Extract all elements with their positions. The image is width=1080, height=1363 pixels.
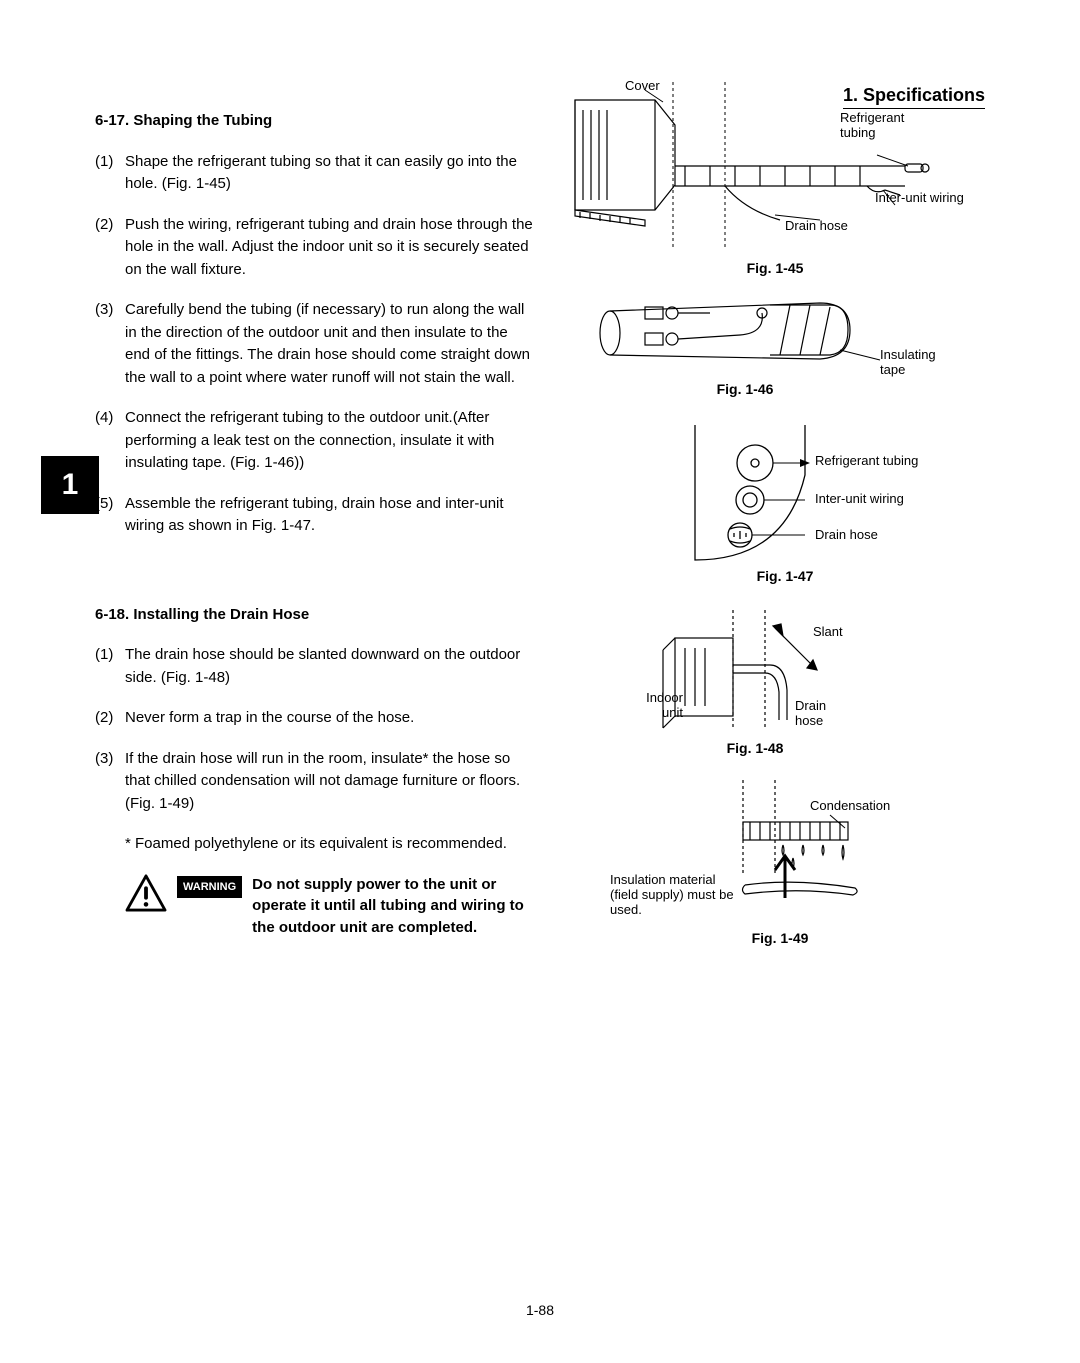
fig-caption: Fig. 1-46	[530, 381, 960, 397]
subhead-617: 6-17. Shaping the Tubing	[95, 110, 535, 133]
figure-1-47: Refrigerant tubing Inter-unit wiring Dra…	[645, 425, 965, 584]
warning-icon	[125, 874, 167, 912]
fig-1-47-svg	[645, 425, 965, 565]
list-item: (1) Shape the refrigerant tubing so that…	[95, 151, 535, 196]
list-text: Never form a trap in the course of the h…	[125, 707, 535, 730]
list-num: (2)	[95, 214, 125, 282]
fig-1-45-svg	[565, 80, 985, 255]
label-drain: Drain hose	[815, 527, 878, 542]
label-cover: Cover	[625, 78, 660, 93]
label-insul: Insulation material (field supply) must …	[610, 872, 740, 917]
list-item: (2) Never form a trap in the course of t…	[95, 707, 535, 730]
label-cond: Condensation	[810, 798, 890, 813]
label-inter: Inter-unit wiring	[875, 190, 965, 205]
list-item: (3) If the drain hose will run in the ro…	[95, 748, 535, 816]
footnote: * Foamed polyethylene or its equivalent …	[125, 833, 535, 856]
list-item: (2) Push the wiring, refrigerant tubing …	[95, 214, 535, 282]
list-text: Push the wiring, refrigerant tubing and …	[125, 214, 535, 282]
left-column: 6-17. Shaping the Tubing (1) Shape the r…	[95, 80, 535, 939]
list-num: (1)	[95, 644, 125, 689]
label-refrig: Refrigerant tubing	[840, 110, 930, 140]
list-num: (1)	[95, 151, 125, 196]
list-item: (5) Assemble the refrigerant tubing, dra…	[95, 493, 535, 538]
warning-block: WARNING Do not supply power to the unit …	[125, 874, 535, 939]
list-item: (3) Carefully bend the tubing (if necess…	[95, 299, 535, 389]
list-num: (4)	[95, 407, 125, 475]
list-num: (5)	[95, 493, 125, 538]
label-drain: Drain hose	[795, 698, 845, 728]
list-item: (1) The drain hose should be slanted dow…	[95, 644, 535, 689]
label-refrig: Refrigerant tubing	[815, 453, 918, 468]
list-num: (3)	[95, 748, 125, 816]
fig-caption: Fig. 1-49	[625, 930, 935, 946]
list-num: (2)	[95, 707, 125, 730]
fig-caption: Fig. 1-48	[575, 740, 935, 756]
right-column: Cover Refrigerant tubing Inter-unit wiri…	[565, 80, 985, 939]
list-text: Carefully bend the tubing (if necessary)…	[125, 299, 535, 389]
figure-1-48: Slant Indoor unit Drain hose Fig. 1-48	[635, 610, 935, 756]
label-tape: Insulating tape	[880, 347, 960, 377]
side-tab: 1	[41, 456, 99, 514]
list-text: Shape the refrigerant tubing so that it …	[125, 151, 535, 196]
fig-caption: Fig. 1-45	[565, 260, 985, 276]
label-inter: Inter-unit wiring	[815, 491, 904, 506]
list-text: The drain hose should be slanted downwar…	[125, 644, 535, 689]
list-text: Connect the refrigerant tubing to the ou…	[125, 407, 535, 475]
content-area: 6-17. Shaping the Tubing (1) Shape the r…	[95, 80, 985, 939]
list-text: Assemble the refrigerant tubing, drain h…	[125, 493, 535, 538]
list-num: (3)	[95, 299, 125, 389]
page: 1. Specifications 1 6-17. Shaping the Tu…	[0, 0, 1080, 1363]
figure-1-45: Cover Refrigerant tubing Inter-unit wiri…	[565, 80, 985, 276]
page-number: 1-88	[0, 1302, 1080, 1318]
label-indoor: Indoor unit	[635, 690, 683, 720]
label-drain: Drain hose	[785, 218, 848, 233]
list-item: (4) Connect the refrigerant tubing to th…	[95, 407, 535, 475]
label-slant: Slant	[813, 624, 843, 639]
fig-caption: Fig. 1-47	[605, 568, 965, 584]
figure-1-46: Insulating tape Fig. 1-46	[590, 295, 960, 397]
list-text: If the drain hose will run in the room, …	[125, 748, 535, 816]
warning-text: Do not supply power to the unit or opera…	[252, 874, 535, 939]
figure-1-49: Condensation Insulation material (field …	[585, 780, 935, 946]
subhead-618: 6-18. Installing the Drain Hose	[95, 604, 535, 627]
warning-badge: WARNING	[177, 876, 242, 899]
